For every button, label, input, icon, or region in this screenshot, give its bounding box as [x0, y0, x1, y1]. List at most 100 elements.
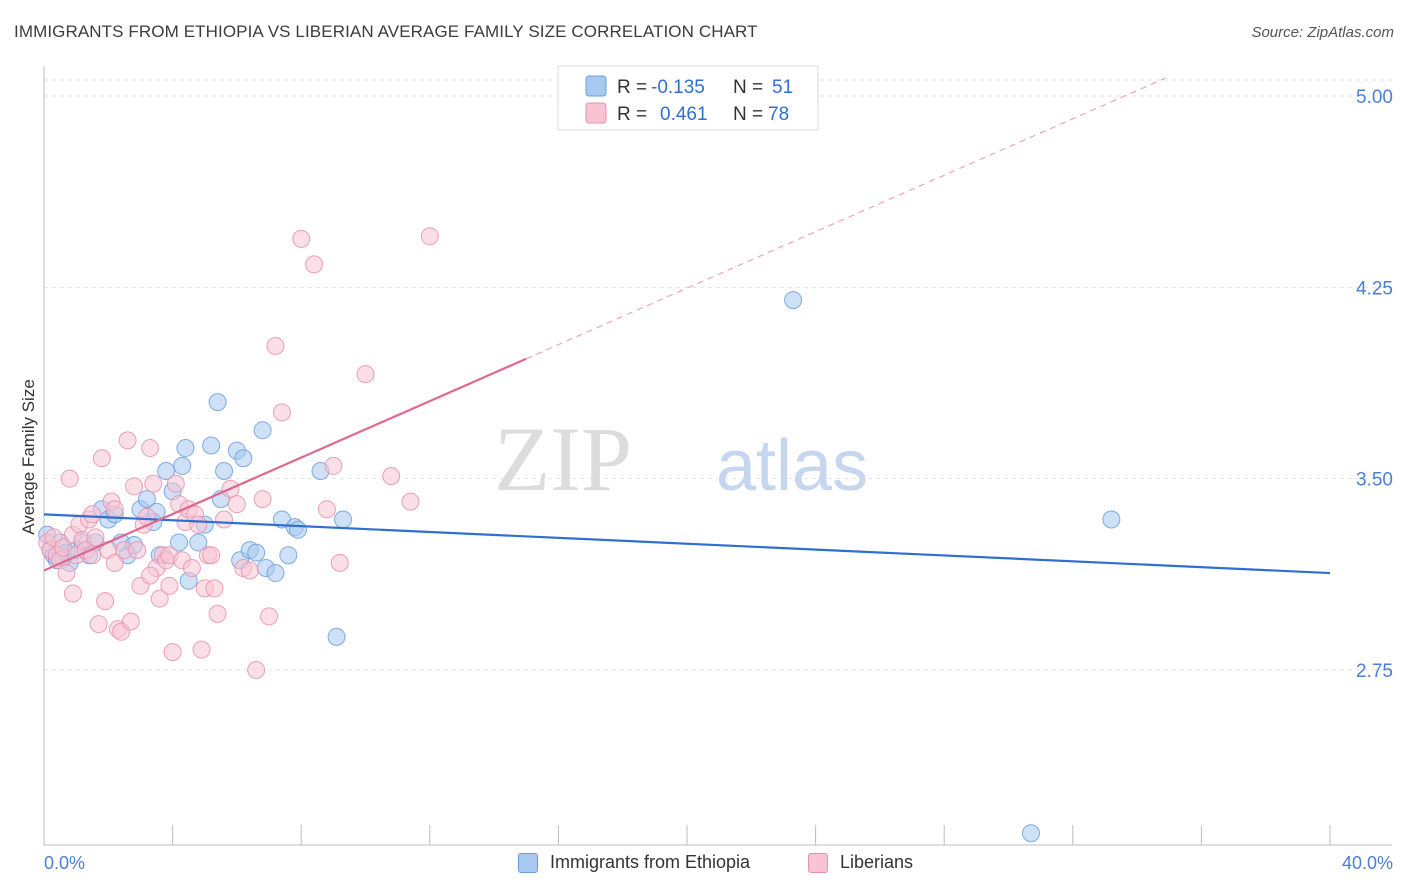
- point-ethiopia: [137, 490, 156, 509]
- point-liberians: [121, 612, 140, 631]
- point-liberians: [266, 337, 285, 356]
- legend-n-label-liberians: N =: [733, 104, 763, 125]
- point-liberians: [253, 490, 272, 509]
- legend-swatch-liberians-bottom: [808, 852, 828, 873]
- legend-r-value-ethiopia: -0.135: [651, 77, 705, 98]
- trend-lines: [43, 77, 1331, 575]
- watermark: ZIP atlas: [494, 408, 868, 510]
- legend-item-liberians: Liberians: [808, 852, 913, 873]
- point-ethiopia: [215, 462, 234, 481]
- legend-n-value-liberians: 78: [768, 104, 789, 125]
- point-liberians: [163, 643, 182, 662]
- legend-label-ethiopia: Immigrants from Ethiopia: [550, 852, 751, 872]
- point-ethiopia: [208, 393, 227, 412]
- point-ethiopia: [279, 546, 298, 565]
- data-points: [38, 227, 1121, 843]
- source-credit: Source: ZipAtlas.com: [1251, 24, 1394, 41]
- point-ethiopia: [189, 533, 208, 552]
- point-ethiopia: [288, 520, 307, 539]
- legend-r-label-ethiopia: R =: [617, 77, 647, 98]
- axes: [43, 66, 1392, 846]
- point-ethiopia: [173, 456, 192, 475]
- point-ethiopia: [202, 436, 221, 455]
- point-liberians: [260, 607, 279, 626]
- watermark-zip: ZIP: [494, 408, 632, 510]
- grid-lines: [44, 79, 1392, 671]
- point-ethiopia: [157, 462, 176, 481]
- point-liberians: [118, 431, 137, 450]
- point-liberians: [60, 469, 79, 488]
- x-tick-label-max: 40.0%: [1342, 853, 1393, 873]
- point-liberians: [192, 640, 211, 659]
- point-liberians: [150, 589, 169, 608]
- x-tick-label-min: 0.0%: [44, 853, 85, 873]
- legend-r-label-liberians: R =: [617, 104, 647, 125]
- correlation-legend: R = -0.135 N = 51 R = 0.461 N = 78: [557, 65, 819, 131]
- y-tick-label: 4.25: [1356, 278, 1393, 299]
- legend-n-label-ethiopia: N =: [733, 77, 763, 98]
- point-liberians: [57, 564, 76, 583]
- point-liberians: [272, 403, 291, 422]
- point-liberians: [317, 500, 336, 519]
- point-ethiopia: [234, 449, 253, 468]
- y-tick-label: 5.00: [1356, 87, 1393, 108]
- point-liberians: [83, 505, 102, 524]
- point-liberians: [128, 541, 147, 560]
- point-liberians: [382, 467, 401, 486]
- point-liberians: [86, 528, 105, 547]
- point-liberians: [63, 584, 82, 603]
- legend-swatch-ethiopia: [585, 75, 607, 97]
- point-liberians: [401, 492, 420, 511]
- chart-title: IMMIGRANTS FROM ETHIOPIA VS LIBERIAN AVE…: [14, 22, 758, 41]
- point-liberians: [189, 515, 208, 534]
- point-liberians: [208, 604, 227, 623]
- point-liberians: [141, 439, 160, 458]
- legend-swatch-ethiopia-bottom: [518, 852, 538, 873]
- legend-r-value-liberians: 0.461: [660, 104, 708, 125]
- point-liberians: [292, 229, 311, 248]
- point-liberians: [160, 576, 179, 595]
- point-liberians: [105, 500, 124, 519]
- point-liberians: [202, 546, 221, 565]
- point-liberians: [92, 449, 111, 468]
- point-liberians: [305, 255, 324, 274]
- point-liberians: [324, 456, 343, 475]
- point-liberians: [240, 561, 259, 580]
- point-liberians: [144, 474, 163, 493]
- point-liberians: [89, 615, 108, 634]
- legend-label-liberians: Liberians: [840, 852, 914, 872]
- point-liberians: [247, 661, 266, 679]
- point-liberians: [125, 477, 144, 496]
- point-liberians: [141, 566, 160, 585]
- point-liberians: [182, 558, 201, 577]
- watermark-atlas: atlas: [716, 426, 868, 506]
- point-liberians: [215, 510, 234, 529]
- point-liberians: [205, 579, 224, 598]
- trend-line-ethiopia: [43, 513, 1331, 575]
- legend-swatch-liberians: [585, 102, 607, 124]
- x-tick-labels: 0.0% 40.0%: [44, 853, 1393, 873]
- point-liberians: [96, 592, 115, 611]
- point-liberians: [227, 495, 246, 514]
- legend-n-value-ethiopia: 51: [772, 77, 793, 98]
- point-ethiopia: [253, 421, 272, 440]
- y-tick-labels: 2.75 3.50 4.25 5.00: [1356, 87, 1393, 682]
- y-axis-label: Average Family Size: [19, 379, 38, 535]
- point-ethiopia: [176, 439, 195, 458]
- point-liberians: [356, 365, 375, 384]
- point-ethiopia: [1022, 824, 1041, 843]
- point-ethiopia: [266, 564, 285, 583]
- point-ethiopia: [1102, 510, 1121, 529]
- point-ethiopia: [333, 510, 352, 529]
- y-tick-label: 3.50: [1356, 470, 1393, 491]
- legend-item-ethiopia: Immigrants from Ethiopia: [518, 852, 750, 873]
- point-liberians: [166, 474, 185, 493]
- trend-line-liberians: [43, 357, 527, 572]
- point-liberians: [330, 553, 349, 572]
- point-ethiopia: [784, 291, 803, 310]
- point-ethiopia: [327, 627, 346, 646]
- series-legend: Immigrants from Ethiopia Liberians: [0, 852, 1406, 878]
- y-tick-label: 2.75: [1356, 661, 1393, 682]
- point-ethiopia: [170, 533, 189, 552]
